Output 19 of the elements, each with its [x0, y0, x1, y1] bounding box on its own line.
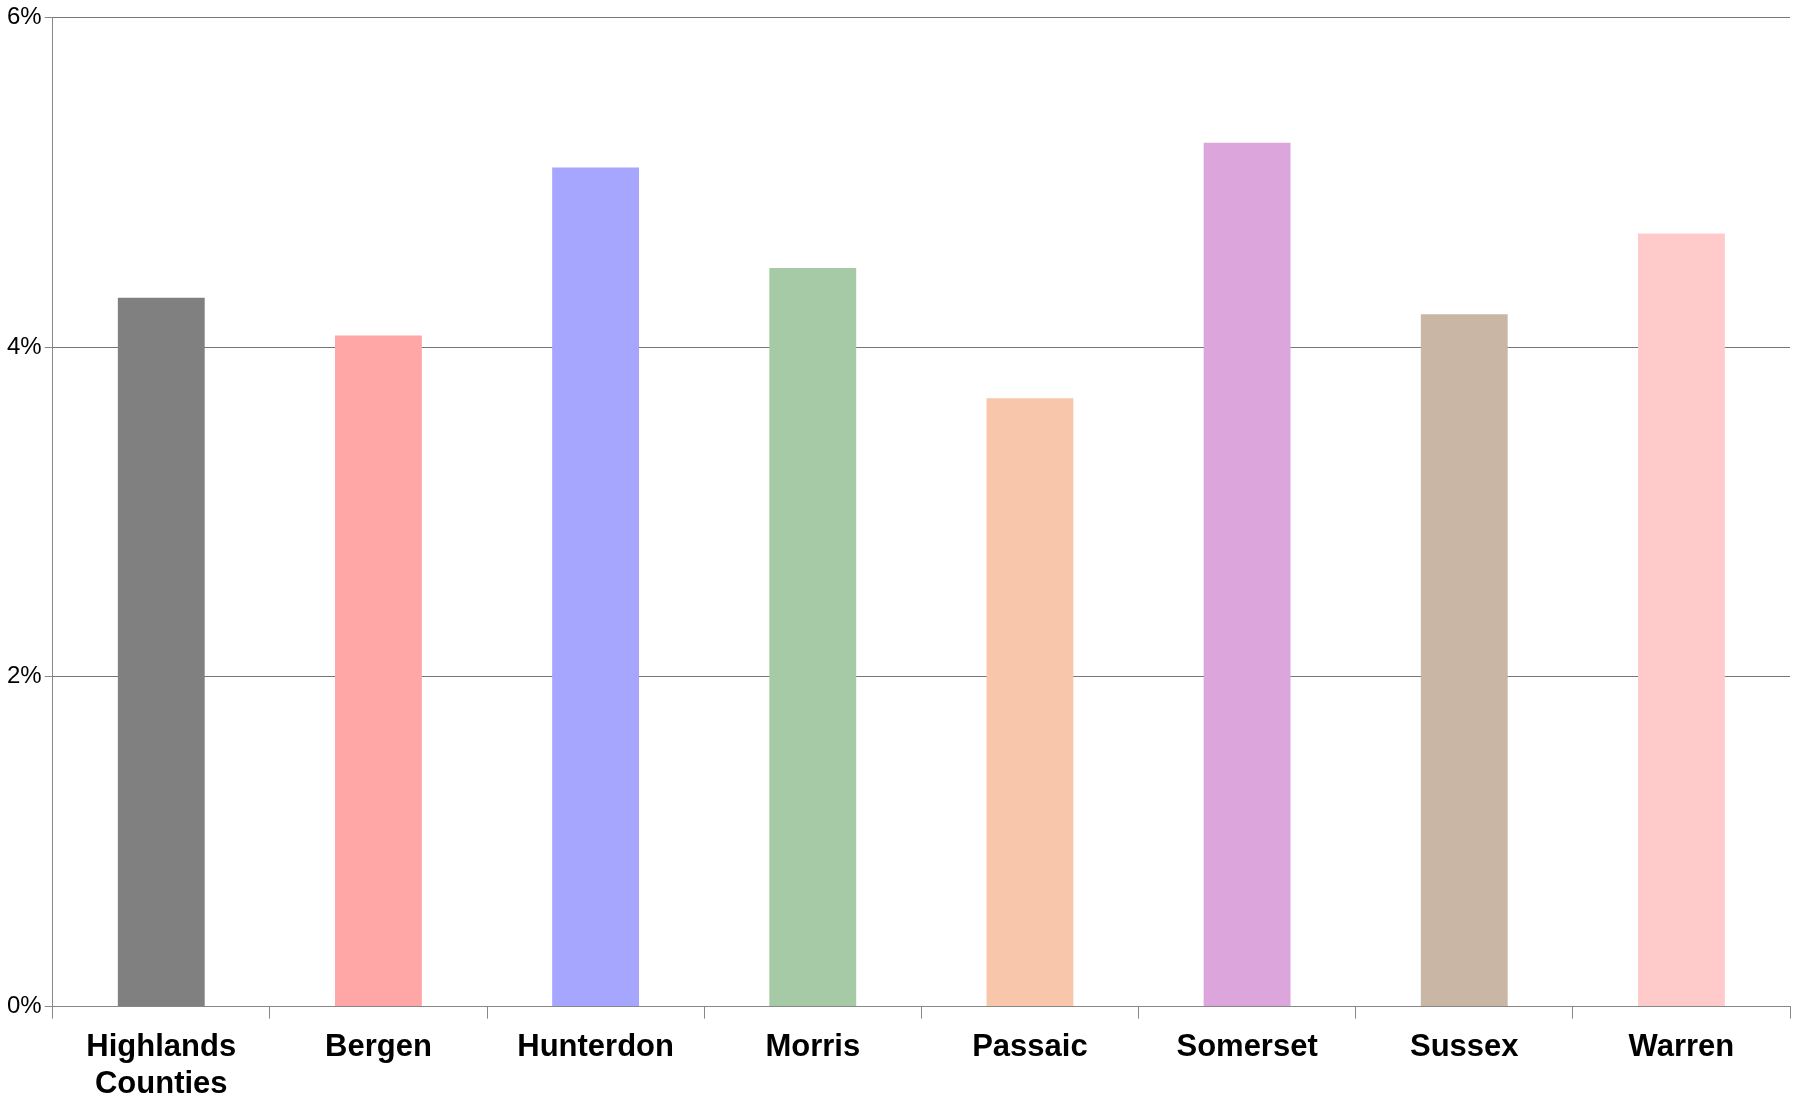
x-tick-label: Hunterdon: [517, 1027, 674, 1063]
y-tick-label: 0%: [7, 991, 42, 1019]
x-tick-label: Passaic: [972, 1027, 1088, 1063]
y-tick-label: 2%: [7, 661, 42, 689]
bar: [335, 335, 422, 1007]
x-tick-label: Warren: [1628, 1027, 1735, 1063]
bar: [986, 398, 1074, 1007]
bar: [769, 268, 857, 1007]
x-tick-label: Bergen: [325, 1027, 432, 1063]
x-tick-label: Sussex: [1409, 1027, 1520, 1063]
x-tick-label: Morris: [765, 1027, 861, 1063]
bar: [1203, 142, 1291, 1007]
bar: [1420, 314, 1508, 1007]
bar: [552, 167, 640, 1007]
x-tick-label: Somerset: [1176, 1027, 1318, 1063]
x-tick-label: Highlands Counties: [86, 1027, 237, 1100]
bar: [1637, 233, 1725, 1007]
y-tick-label: 6%: [7, 2, 42, 30]
y-tick-label: 4%: [7, 331, 42, 359]
